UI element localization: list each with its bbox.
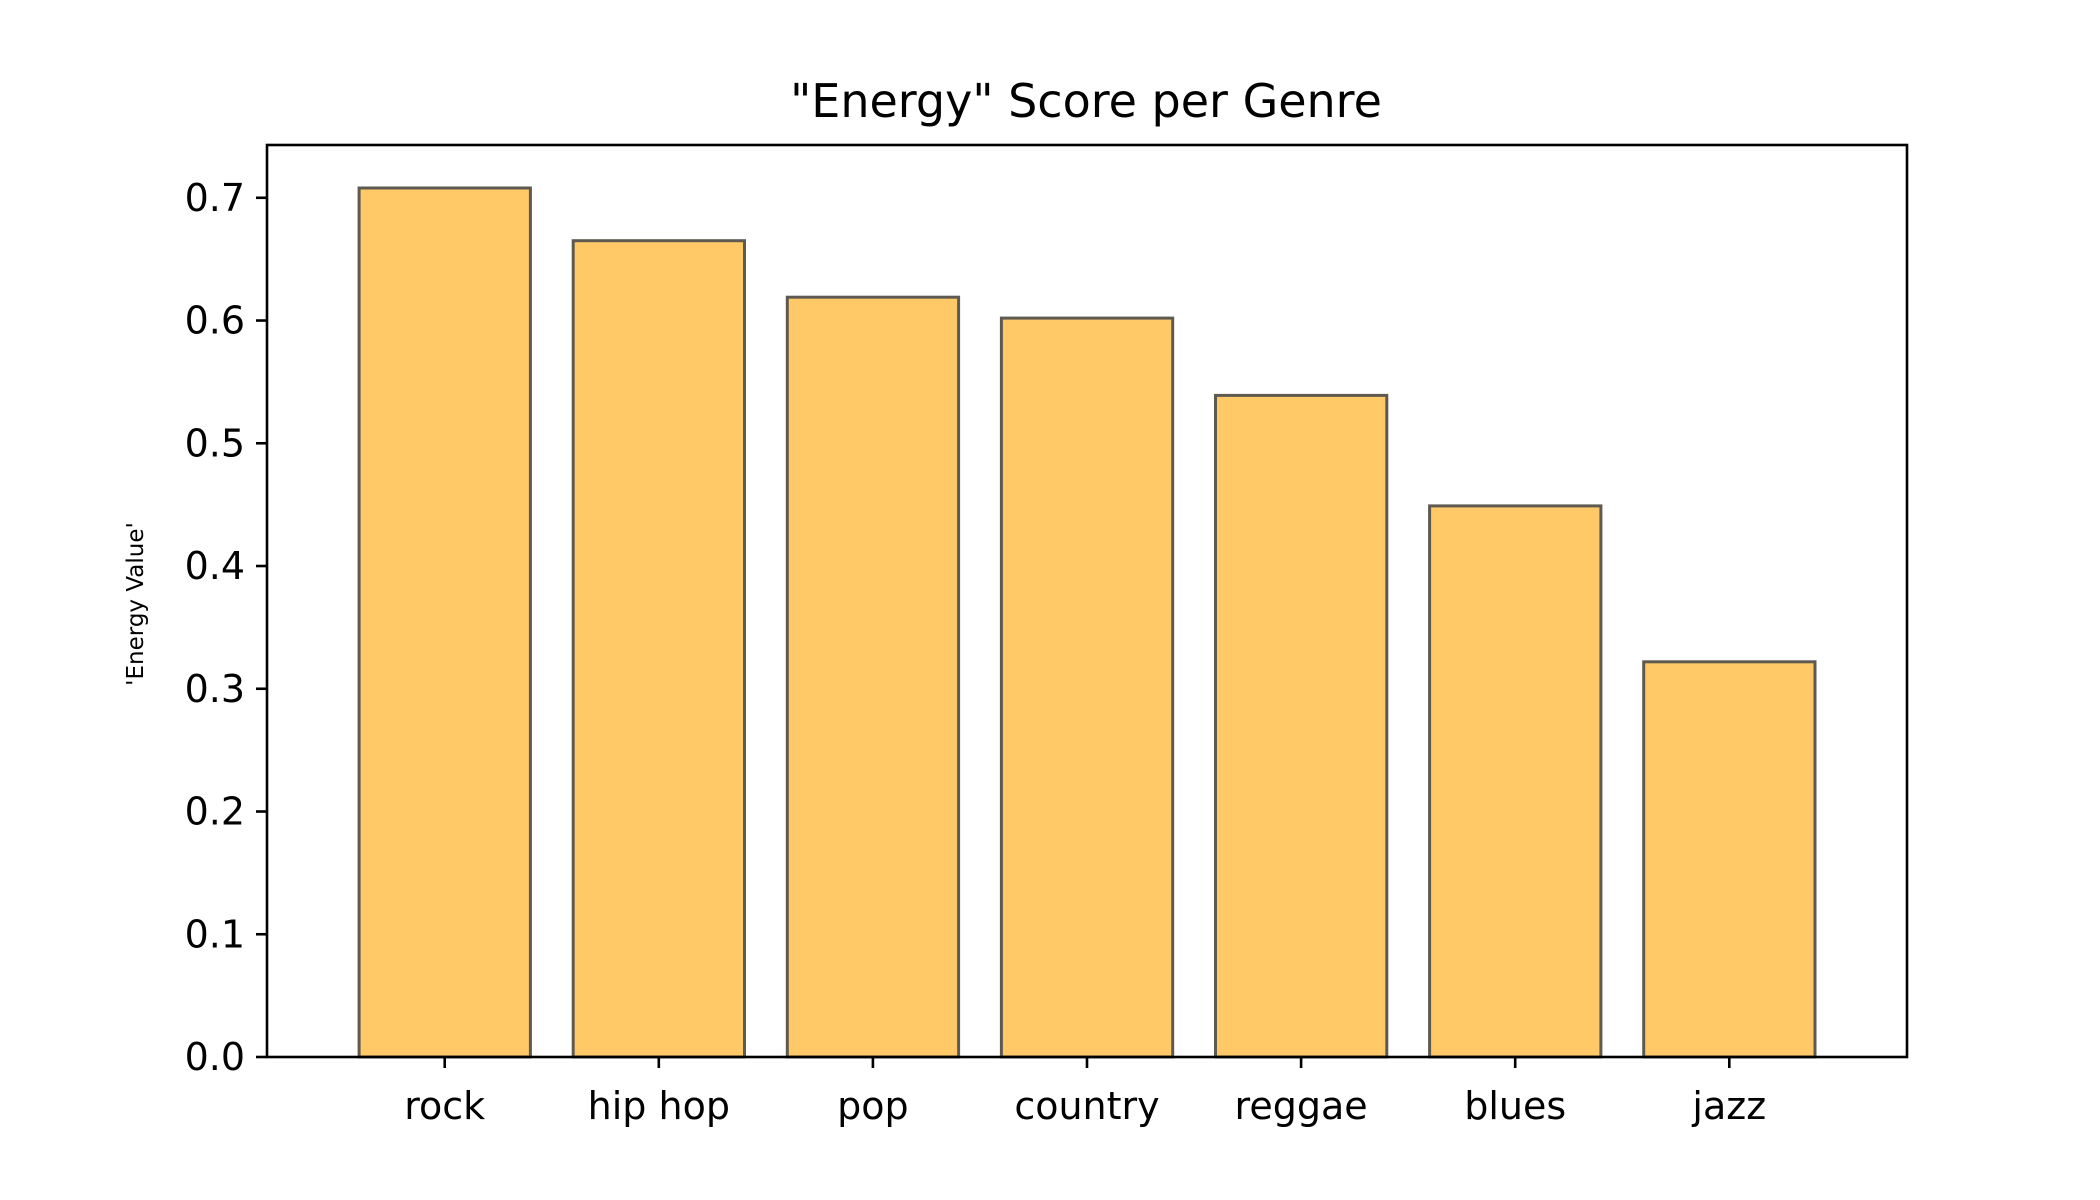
y-tick-label: 0.5 (185, 421, 245, 465)
x-tick-label: jazz (1691, 1084, 1766, 1128)
bars-group (357, 186, 1817, 1059)
x-axis-ticks: rock hip hop pop country reggae blues jazz (404, 1057, 1766, 1128)
x-tick-label: pop (837, 1084, 909, 1128)
bar-jazz (1642, 660, 1817, 1059)
y-tick-label: 0.7 (185, 176, 245, 220)
x-tick-label: blues (1464, 1084, 1566, 1128)
y-axis-label: 'Energy Value' (123, 522, 149, 686)
plot-area-frame (265, 143, 1909, 1059)
bar-blues (1428, 504, 1603, 1059)
y-tick-label: 0.6 (185, 299, 245, 343)
bar-pop (785, 295, 961, 1059)
x-tick-label: rock (404, 1084, 485, 1128)
bar-hip-hop (571, 239, 747, 1059)
bar-rock (357, 186, 532, 1059)
y-tick-label: 0.1 (185, 912, 245, 956)
y-tick-label: 0.2 (185, 790, 245, 834)
chart-title: "Energy" Score per Genre (790, 74, 1382, 128)
y-axis-ticks: 0.0 0.1 0.2 0.3 0.4 0.5 0.6 0.7 (185, 176, 267, 1079)
y-tick-label: 0.3 (185, 667, 245, 711)
x-tick-label: reggae (1235, 1084, 1368, 1128)
bar-reggae (1214, 393, 1389, 1059)
x-tick-label: country (1014, 1084, 1159, 1128)
x-tick-label: hip hop (588, 1084, 730, 1128)
bar-country (999, 316, 1175, 1059)
y-tick-label: 0.4 (185, 544, 245, 588)
y-tick-label: 0.0 (185, 1035, 245, 1079)
